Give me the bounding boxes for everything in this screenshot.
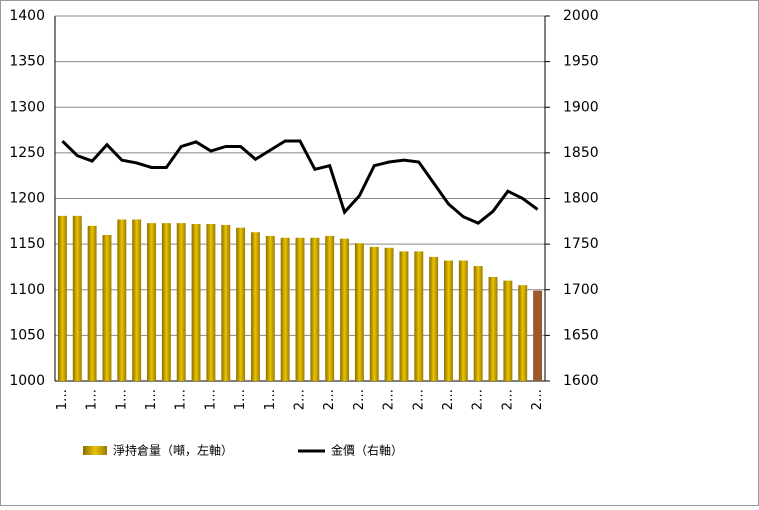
- bar: [354, 243, 364, 381]
- y2-tick-label: 1800: [563, 191, 599, 207]
- x-tick-label: 2…: [322, 389, 337, 410]
- bar: [414, 251, 424, 381]
- y2-tick-label: 1600: [563, 373, 599, 389]
- y-tick-label: 1250: [9, 145, 45, 161]
- x-tick-label: 1…: [203, 389, 218, 410]
- x-tick-label: 1…: [174, 389, 189, 410]
- x-tick-label: 2…: [352, 389, 367, 410]
- bar: [310, 237, 320, 381]
- bar: [295, 237, 305, 381]
- x-tick-label: 2…: [530, 389, 545, 410]
- y-tick-label: 1200: [9, 191, 45, 207]
- bar: [444, 260, 453, 381]
- y2-tick-label: 1750: [563, 236, 599, 252]
- y-tick-label: 1050: [9, 327, 45, 343]
- bar: [236, 227, 246, 381]
- bar: [458, 260, 468, 381]
- bar: [325, 235, 335, 381]
- x-tick-label: 1…: [114, 389, 129, 410]
- y-tick-label: 1300: [9, 99, 45, 115]
- x-tick-label: 1…: [233, 389, 248, 410]
- bar: [251, 232, 260, 381]
- x-tick-label: 2…: [471, 389, 486, 410]
- y-tick-label: 1000: [9, 373, 45, 389]
- bar: [265, 235, 275, 381]
- bar: [147, 223, 156, 381]
- bar: [384, 247, 394, 381]
- bar: [57, 215, 67, 381]
- y2-tick-label: 1850: [563, 145, 599, 161]
- y2-tick-label: 1950: [563, 54, 599, 70]
- bar: [117, 219, 127, 381]
- legend-label: 淨持倉量（噸，左軸）: [113, 443, 233, 458]
- bar: [399, 251, 409, 381]
- line-series: [61, 139, 539, 225]
- bar: [221, 224, 231, 381]
- x-tick-label: 2…: [382, 389, 397, 410]
- bar: [87, 225, 97, 381]
- bar: [72, 215, 82, 381]
- y-tick-label: 1150: [9, 236, 45, 252]
- bar: [369, 246, 379, 381]
- x-tick-label: 1…: [263, 389, 278, 410]
- bar: [533, 290, 543, 381]
- bar: [340, 238, 349, 381]
- bar: [102, 235, 112, 381]
- bar: [132, 219, 142, 381]
- y-tick-label: 1100: [9, 282, 45, 298]
- legend-label: 金價（右軸）: [331, 443, 403, 458]
- x-tick-label: 1…: [85, 389, 100, 410]
- x-tick-label: 1…: [55, 389, 70, 410]
- bar: [161, 223, 171, 381]
- bar: [176, 223, 186, 381]
- x-tick-label: 2…: [411, 389, 426, 410]
- y-tick-label: 1350: [9, 54, 45, 70]
- x-tick-label: 2…: [293, 389, 308, 410]
- x-tick-label: 2…: [500, 389, 515, 410]
- y2-tick-label: 1650: [563, 327, 599, 343]
- y2-tick-label: 2000: [563, 8, 599, 24]
- bar: [473, 266, 483, 381]
- y2-tick-label: 1700: [563, 282, 599, 298]
- bar: [191, 224, 201, 381]
- bar: [206, 224, 216, 381]
- bar: [518, 285, 528, 381]
- bar: [488, 276, 498, 381]
- x-tick-label: 2…: [441, 389, 456, 410]
- y2-tick-label: 1900: [563, 99, 599, 115]
- bar: [429, 256, 439, 381]
- bar: [503, 280, 513, 381]
- bar: [280, 237, 290, 381]
- x-tick-label: 1…: [144, 389, 159, 410]
- legend-swatch: [83, 446, 107, 455]
- y-tick-label: 1400: [9, 8, 45, 24]
